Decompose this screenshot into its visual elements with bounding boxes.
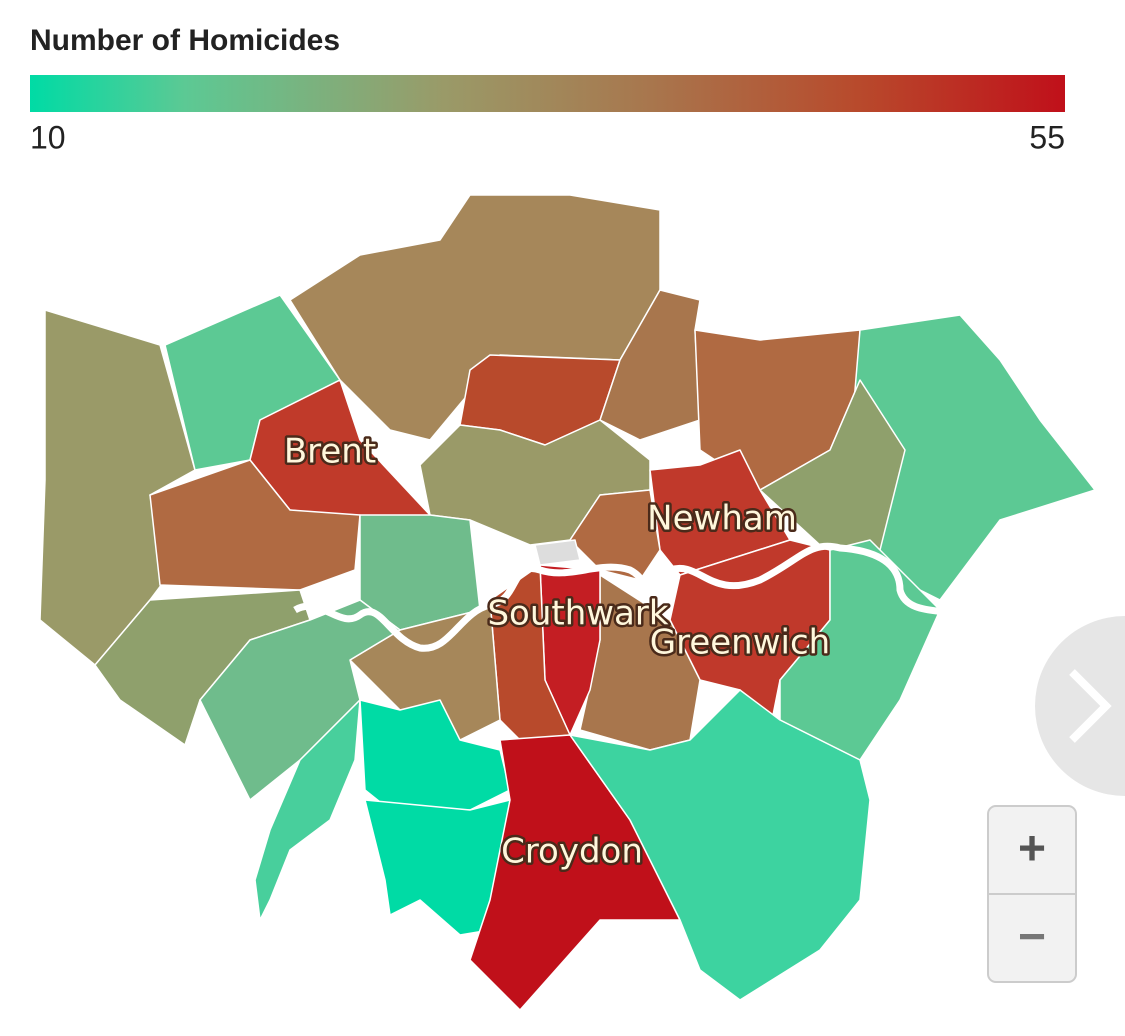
zoom-in-button[interactable]: + (1018, 823, 1046, 876)
borough-label: Brent (284, 432, 376, 472)
borough (149, 459, 361, 591)
borough-label: Southwark (487, 594, 668, 634)
borough (199, 599, 401, 801)
borough (254, 699, 361, 921)
borough (364, 799, 511, 936)
borough (649, 449, 791, 576)
next-button[interactable] (1035, 616, 1125, 796)
legend-max: 55 (1029, 119, 1065, 155)
borough (569, 689, 871, 1001)
boroughs (39, 194, 1096, 1011)
next-arrow[interactable] (1069, 669, 1112, 743)
borough (39, 309, 196, 666)
river (293, 542, 946, 652)
next-button-bg[interactable] (1035, 616, 1125, 796)
legend-gradient (30, 75, 1065, 112)
borough (534, 539, 581, 566)
legend-title: Number of Homicides (30, 24, 340, 57)
zoom-out-button[interactable]: − (1018, 911, 1046, 964)
borough-label: Newham (647, 499, 797, 539)
legend-min: 10 (30, 119, 66, 155)
borough-label: Croydon (501, 832, 643, 872)
borough-label: Greenwich (650, 623, 830, 663)
